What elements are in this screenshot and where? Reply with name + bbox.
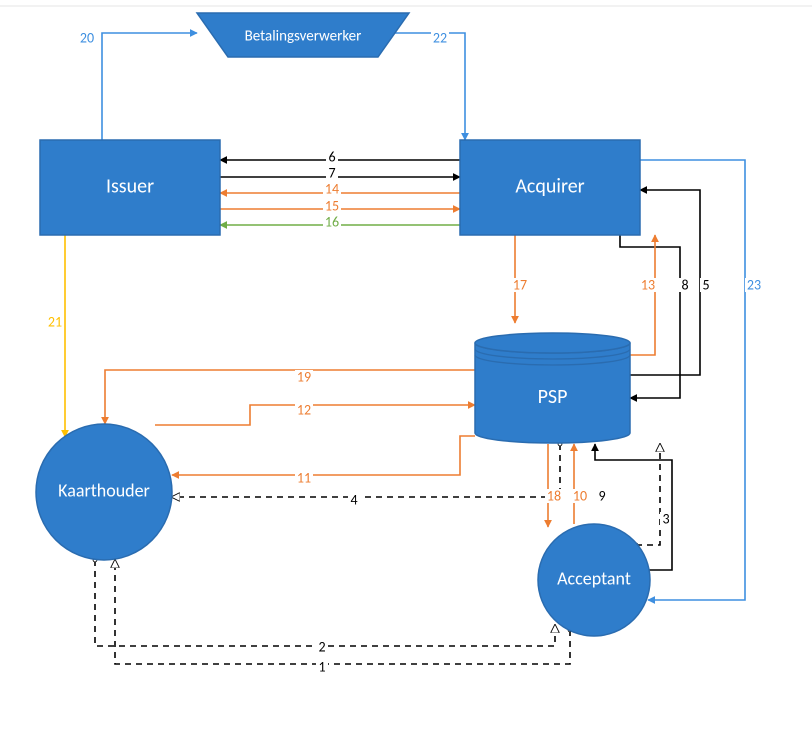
edge-label-2: 2 [318,638,325,655]
edge-label-9: 9 [598,487,605,504]
edge-label-13: 13 [641,276,655,293]
edge-label-3: 3 [662,510,669,527]
edge-label-18: 18 [547,487,561,504]
label-betalingsverwerker: Betalingsverwerker [245,28,362,46]
edge-21: 21 [46,235,65,437]
edge-label-15: 15 [325,197,339,214]
label-psp: PSP [538,385,568,409]
edge-label-17: 17 [513,276,527,293]
node-issuer: Issuer [40,140,220,235]
node-betalingsverwerker: Betalingsverwerker [197,13,409,57]
edge-2: 2 [95,560,555,655]
edge-label-16: 16 [325,213,339,230]
edge-4: 4 [172,444,560,508]
edge-label-14: 14 [325,180,339,197]
edge-7: 7 [220,164,460,181]
edge-15: 15 [220,197,460,214]
node-acceptant: Acceptant [538,524,650,636]
edge-1: 1 [115,560,570,675]
edge-label-10: 10 [573,487,587,504]
edge-23: 23 [640,160,763,600]
label-kaarthouder: Kaarthouder [58,479,150,501]
edge-3: 3 [636,444,672,545]
edge-label-19: 19 [297,368,311,385]
edge-22: 22 [395,29,465,140]
nodes-layer: Betalingsverwerker Issuer Acquirer PSP Kaart… [36,13,650,636]
node-psp: PSP [475,333,630,443]
edge-label-5: 5 [702,276,709,293]
edge-11: 11 [172,436,475,486]
label-issuer: Issuer [106,174,154,198]
edge-label-23: 23 [747,276,761,293]
edge-12: 12 [155,401,475,425]
edge-6: 6 [220,148,460,165]
edge-19: 19 [105,368,475,424]
edge-20: 20 [78,29,197,140]
edge-14: 14 [220,180,460,197]
edge-label-1: 1 [318,658,325,675]
edge-17: 17 [511,235,529,323]
edges-layer: 1234567891011121314151617181920212223 [46,29,763,675]
label-acceptant: Acceptant [557,567,631,589]
edge-13: 13 [630,235,657,355]
edge-label-11: 11 [297,469,311,486]
edge-16: 16 [220,213,460,230]
edge-label-20: 20 [80,29,94,46]
edge-label-12: 12 [297,401,311,418]
node-acquirer: Acquirer [460,140,640,235]
edge-label-21: 21 [48,313,62,330]
node-kaarthouder: Kaarthouder [36,424,172,560]
edge-label-6: 6 [328,148,335,165]
label-acquirer: Acquirer [515,174,584,198]
edge-label-8: 8 [681,276,688,293]
edge-10: 10 [571,444,589,524]
edge-label-4: 4 [350,491,357,508]
edge-label-7: 7 [328,164,335,181]
edge-label-22: 22 [433,29,447,46]
